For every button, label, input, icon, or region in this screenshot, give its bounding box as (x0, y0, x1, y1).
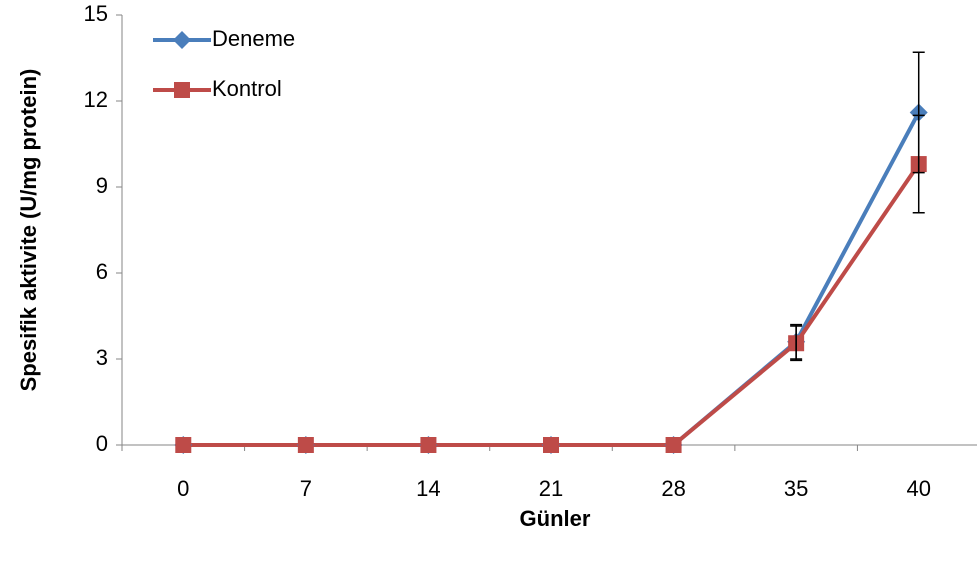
y-tick-label: 15 (84, 1, 108, 26)
x-tick-label: 35 (784, 476, 808, 501)
series-line (183, 111, 921, 447)
marker (297, 437, 314, 453)
x-tick-label: 28 (661, 476, 685, 501)
x-tick-label: 14 (416, 476, 440, 501)
marker (175, 437, 192, 453)
marker (543, 437, 559, 453)
marker (420, 437, 437, 453)
marker (665, 437, 682, 453)
x-tick-label: 21 (539, 476, 563, 501)
legend-label: Deneme (212, 26, 295, 51)
marker (173, 31, 191, 49)
y-tick-label: 9 (96, 173, 108, 198)
y-tick-label: 0 (96, 431, 108, 456)
x-tick-label: 0 (177, 476, 189, 501)
error-bar (912, 114, 925, 214)
x-axis-title: Günler (520, 506, 591, 531)
legend-label: Kontrol (212, 76, 282, 101)
y-tick-label: 6 (96, 259, 108, 284)
marker (174, 82, 190, 98)
y-tick-label: 3 (96, 345, 108, 370)
y-axis-title: Spesifik aktivite (U/mg protein) (16, 69, 41, 392)
x-tick-label: 7 (300, 476, 312, 501)
y-tick-label: 12 (84, 87, 108, 112)
series-line (183, 162, 921, 447)
error-bar (790, 325, 803, 362)
x-tick-label: 40 (906, 476, 930, 501)
